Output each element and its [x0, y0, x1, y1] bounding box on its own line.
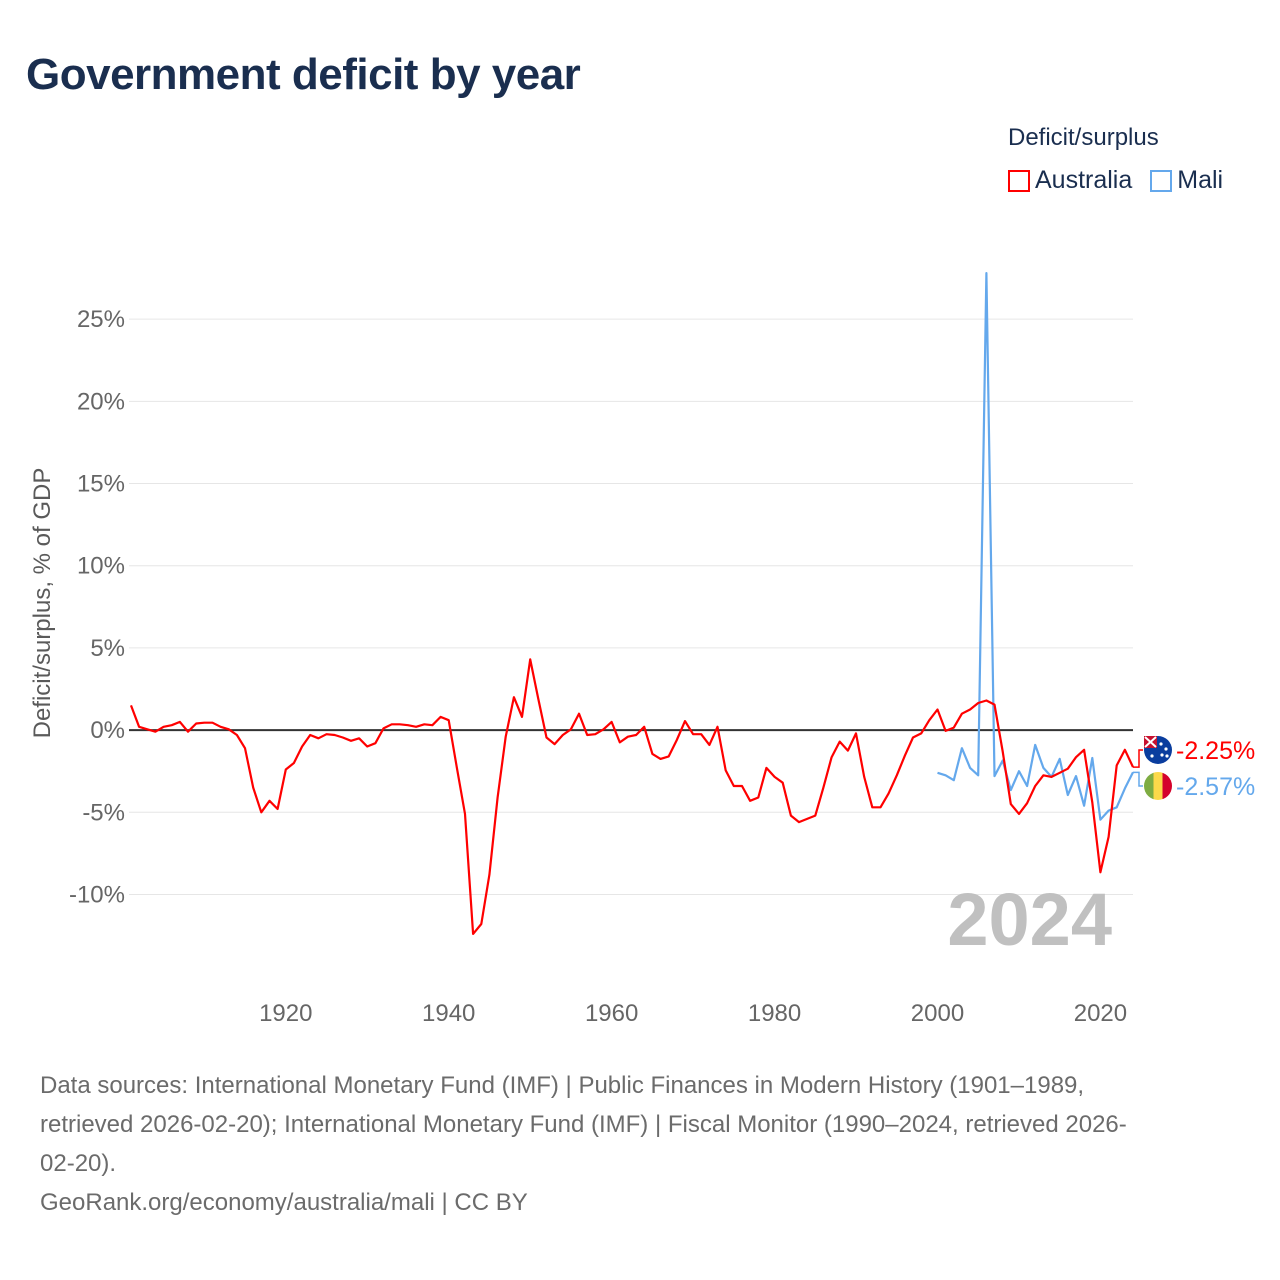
- flag-star: [1150, 754, 1154, 758]
- end-label-connector: [1133, 749, 1143, 768]
- mali-flag-icon: [1144, 772, 1172, 800]
- x-tick-label: 2000: [911, 1000, 964, 1027]
- source-line-1: Data sources: International Monetary Fun…: [40, 1072, 1085, 1099]
- end-value-label-mali: -2.57%: [1176, 773, 1255, 801]
- x-tick-label: 1920: [259, 1000, 312, 1027]
- y-tick-label: 25%: [77, 306, 125, 333]
- legend-item-mali[interactable]: Mali: [1150, 166, 1223, 195]
- legend-label-mali: Mali: [1177, 166, 1224, 194]
- australia-flag-icon: [1144, 736, 1172, 764]
- y-axis-label: Deficit/surplus, % of GDP: [29, 468, 56, 739]
- legend-title: Deficit/surplus: [1008, 124, 1159, 151]
- y-tick-label: 10%: [77, 553, 125, 580]
- x-tick-label: 1940: [422, 1000, 475, 1027]
- credit-link[interactable]: GeoRank.org/economy/australia/mali | CC …: [40, 1189, 528, 1216]
- footer: Data sources: International Monetary Fun…: [40, 1066, 1127, 1222]
- y-tick-label: -5%: [82, 799, 125, 826]
- source-line-3: 02-20).: [40, 1150, 117, 1177]
- x-tick-label: 1960: [585, 1000, 638, 1027]
- mali-red-band: [1162, 772, 1172, 800]
- y-tick-label: 20%: [77, 388, 125, 415]
- legend: Australia Mali: [1008, 166, 1223, 195]
- legend-label-australia: Australia: [1035, 166, 1133, 194]
- flag-star: [1164, 747, 1168, 751]
- flag-star: [1159, 742, 1163, 746]
- flag-star: [1165, 754, 1169, 758]
- x-tick-label: 2020: [1074, 1000, 1127, 1027]
- x-tick-label: 1980: [748, 1000, 801, 1027]
- legend-item-australia[interactable]: Australia: [1008, 166, 1132, 195]
- year-watermark: 2024: [947, 878, 1112, 961]
- flag-star: [1160, 753, 1164, 757]
- chart-title: Government deficit by year: [26, 50, 581, 99]
- union-jack-cross: [1144, 736, 1157, 748]
- mali-green-band: [1144, 772, 1154, 800]
- legend-swatch-australia: [1008, 169, 1030, 192]
- y-tick-label: -10%: [69, 881, 125, 908]
- y-tick-label: 5%: [90, 635, 125, 662]
- end-value-label-australia: -2.25%: [1176, 737, 1255, 765]
- legend-swatch-mali: [1150, 169, 1173, 192]
- end-label-connector: [1133, 771, 1143, 787]
- y-tick-label: 15%: [77, 471, 125, 498]
- source-line-2: retrieved 2026-02-20); International Mon…: [40, 1111, 1127, 1138]
- y-tick-label: 0%: [90, 717, 125, 744]
- series-line-australia: [129, 658, 1134, 936]
- mali-yellow-band: [1153, 772, 1163, 800]
- series-line-mali: [937, 272, 1134, 821]
